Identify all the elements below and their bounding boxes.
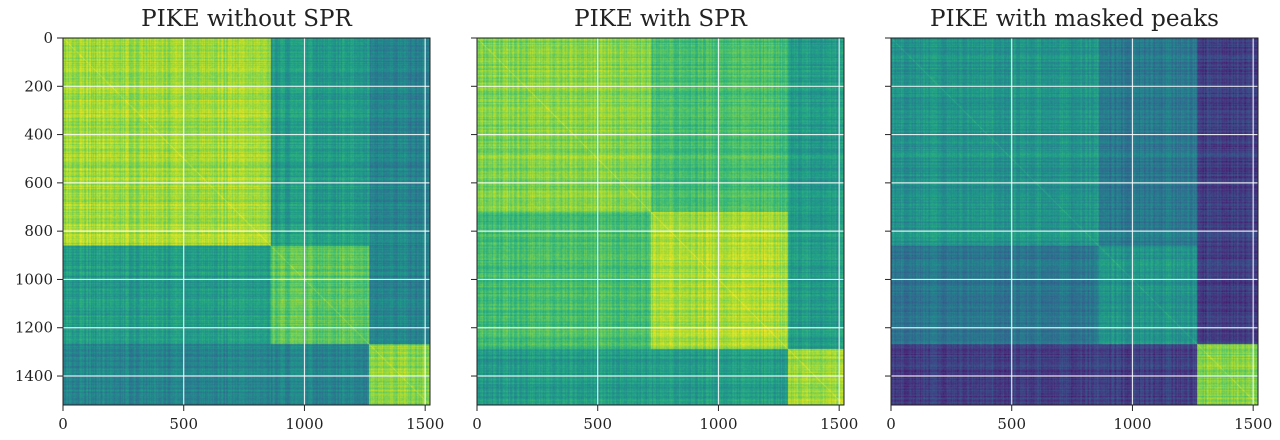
heatmap-image bbox=[891, 38, 1258, 405]
chart-title: PIKE without SPR bbox=[141, 6, 352, 32]
x-axis: 0 500 1000 1500 bbox=[58, 405, 444, 433]
x-tick-label: 500 bbox=[997, 415, 1026, 433]
y-tick-label: 200 bbox=[24, 77, 53, 95]
x-tick-label: 1500 bbox=[820, 415, 858, 433]
x-tick-label: 1000 bbox=[285, 415, 323, 433]
chart-title: PIKE with SPR bbox=[574, 6, 747, 32]
y-tick-label: 400 bbox=[24, 126, 53, 144]
x-tick-label: 0 bbox=[58, 415, 68, 433]
x-tick-label: 500 bbox=[583, 415, 612, 433]
x-tick-label: 1500 bbox=[1234, 415, 1272, 433]
y-tick-label: 1200 bbox=[15, 319, 53, 337]
plot-frame bbox=[476, 37, 845, 406]
x-tick-label: 1000 bbox=[1113, 415, 1151, 433]
y-axis: 0 200 400 600 800 1000 1200 1400 bbox=[15, 29, 63, 385]
x-tick-label: 0 bbox=[472, 415, 482, 433]
heatmap-panel-without-spr: PIKE without SPR 0 500 1000 1500 0 200 400 600… bbox=[15, 6, 444, 433]
x-axis: 0 500 1000 1500 bbox=[886, 405, 1272, 433]
y-axis bbox=[885, 37, 891, 377]
y-tick-label: 1000 bbox=[15, 270, 53, 288]
heatmap-panel-masked-peaks: PIKE with masked peaks 0 500 1000 1500 bbox=[885, 6, 1272, 433]
x-axis: 0 500 1000 1500 bbox=[472, 405, 858, 433]
chart-title: PIKE with masked peaks bbox=[930, 6, 1219, 32]
grid-lines bbox=[891, 38, 1258, 405]
y-axis bbox=[471, 37, 477, 377]
x-tick-label: 1000 bbox=[699, 415, 737, 433]
grid-lines bbox=[63, 38, 430, 405]
heatmap-panel-with-spr: PIKE with SPR 0 500 1000 1500 bbox=[471, 6, 858, 433]
y-tick-label: 800 bbox=[24, 222, 53, 240]
y-tick-label: 0 bbox=[43, 29, 53, 47]
plot-frame bbox=[890, 37, 1259, 406]
y-tick-label: 1400 bbox=[15, 367, 53, 385]
grid-lines bbox=[477, 38, 844, 405]
heatmap-image bbox=[477, 38, 844, 405]
y-tick-label: 600 bbox=[24, 174, 53, 192]
x-tick-label: 0 bbox=[886, 415, 896, 433]
x-tick-label: 1500 bbox=[406, 415, 444, 433]
x-tick-label: 500 bbox=[169, 415, 198, 433]
plot-frame bbox=[62, 37, 431, 406]
heatmap-image bbox=[63, 38, 430, 405]
